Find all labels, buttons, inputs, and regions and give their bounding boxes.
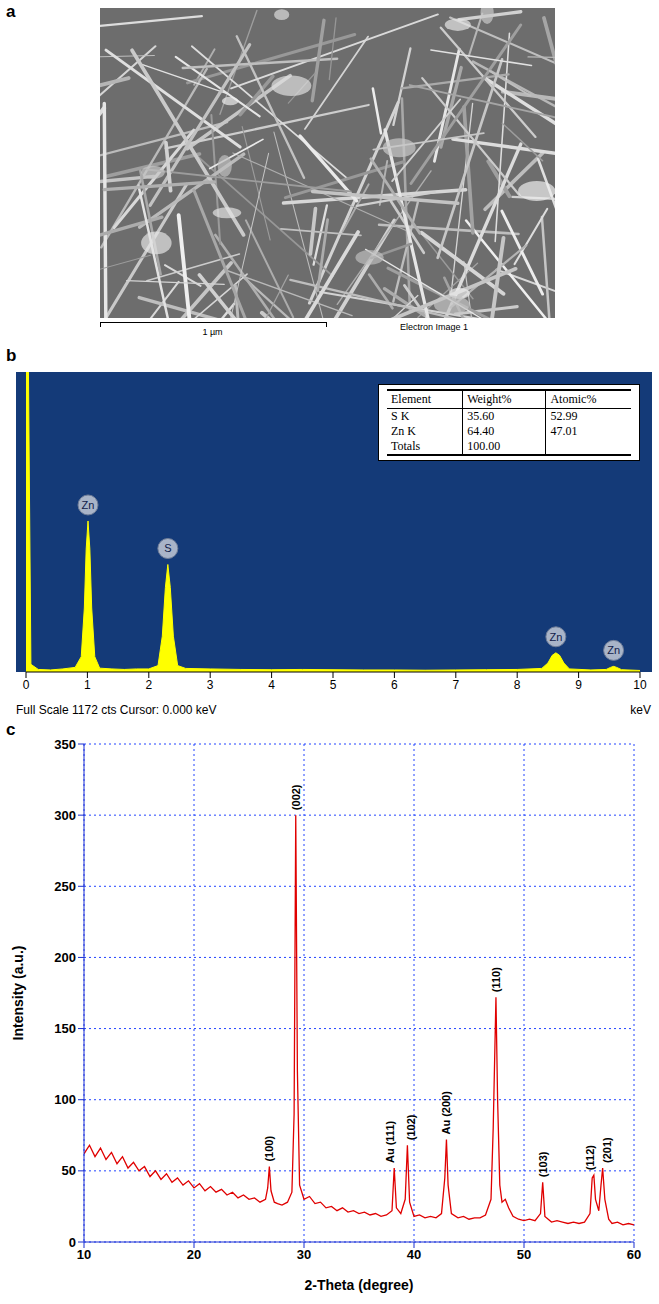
svg-text:Au (200): Au (200)	[440, 1091, 452, 1135]
svg-text:40: 40	[407, 1247, 421, 1262]
svg-text:Intensity (a.u.): Intensity (a.u.)	[10, 946, 26, 1041]
svg-text:3: 3	[207, 678, 214, 692]
html-text:c: c	[6, 720, 16, 739]
svg-text:100: 100	[54, 1092, 76, 1107]
html-text:Zn K: Zn K	[391, 424, 416, 438]
html-text:Totals: Totals	[391, 439, 421, 453]
svg-text:350: 350	[54, 737, 76, 752]
svg-text:10: 10	[77, 1247, 91, 1262]
svg-text:(201): (201)	[601, 1137, 613, 1163]
svg-text:150: 150	[54, 1021, 76, 1036]
svg-text:8: 8	[514, 678, 521, 692]
svg-text:Zn: Zn	[82, 499, 95, 511]
html-text:a: a	[6, 2, 16, 21]
html-text:Weight%: Weight%	[467, 392, 512, 406]
svg-text:4: 4	[268, 678, 275, 692]
svg-text:(112): (112)	[584, 1145, 596, 1170]
svg-text:Zn: Zn	[607, 644, 620, 656]
svg-text:7: 7	[452, 678, 459, 692]
html-text:100.00: 100.00	[467, 439, 501, 453]
svg-text:Zn: Zn	[549, 631, 562, 643]
html-text:S K: S K	[391, 409, 410, 423]
svg-text:0: 0	[69, 1235, 76, 1250]
svg-text:(103): (103)	[537, 1151, 549, 1177]
svg-text:(102): (102)	[405, 1114, 417, 1140]
html-text:Electron Image 1: Electron Image 1	[400, 322, 468, 332]
svg-text:5: 5	[330, 678, 337, 692]
html-text:Element: Element	[391, 392, 431, 406]
svg-text:6: 6	[391, 678, 398, 692]
svg-text:2-Theta (degree): 2-Theta (degree)	[305, 1277, 414, 1293]
html-text:Full Scale 1172 cts Cursor: 0.: Full Scale 1172 cts Cursor: 0.000 keV	[16, 703, 217, 717]
svg-text:50: 50	[62, 1163, 76, 1178]
svg-text:(002): (002)	[290, 784, 302, 810]
svg-text:20: 20	[187, 1247, 201, 1262]
svg-text:(110): (110)	[490, 967, 502, 992]
html-text:Atomic%: Atomic%	[550, 392, 597, 406]
svg-text:30: 30	[297, 1247, 311, 1262]
svg-text:250: 250	[54, 879, 76, 894]
html-text:keV: keV	[630, 703, 651, 717]
html-text:64.40: 64.40	[467, 424, 495, 438]
svg-text:10: 10	[633, 678, 647, 692]
svg-text:1: 1	[84, 678, 91, 692]
html-text:1 µm: 1 µm	[202, 327, 223, 337]
svg-text:200: 200	[54, 950, 76, 965]
svg-text:0: 0	[23, 678, 30, 692]
svg-text:Au (111): Au (111)	[384, 1120, 396, 1163]
html-text:b: b	[6, 346, 17, 365]
svg-text:60: 60	[627, 1247, 641, 1262]
svg-text:S: S	[164, 542, 171, 554]
html-text:35.60: 35.60	[467, 409, 495, 423]
svg-text:50: 50	[517, 1247, 531, 1262]
svg-text:300: 300	[54, 808, 76, 823]
svg-text:2: 2	[145, 678, 152, 692]
html-text:52.99: 52.99	[550, 409, 578, 423]
svg-text:(100): (100)	[263, 1136, 275, 1162]
svg-text:9: 9	[575, 678, 582, 692]
html-text:47.01: 47.01	[550, 424, 578, 438]
